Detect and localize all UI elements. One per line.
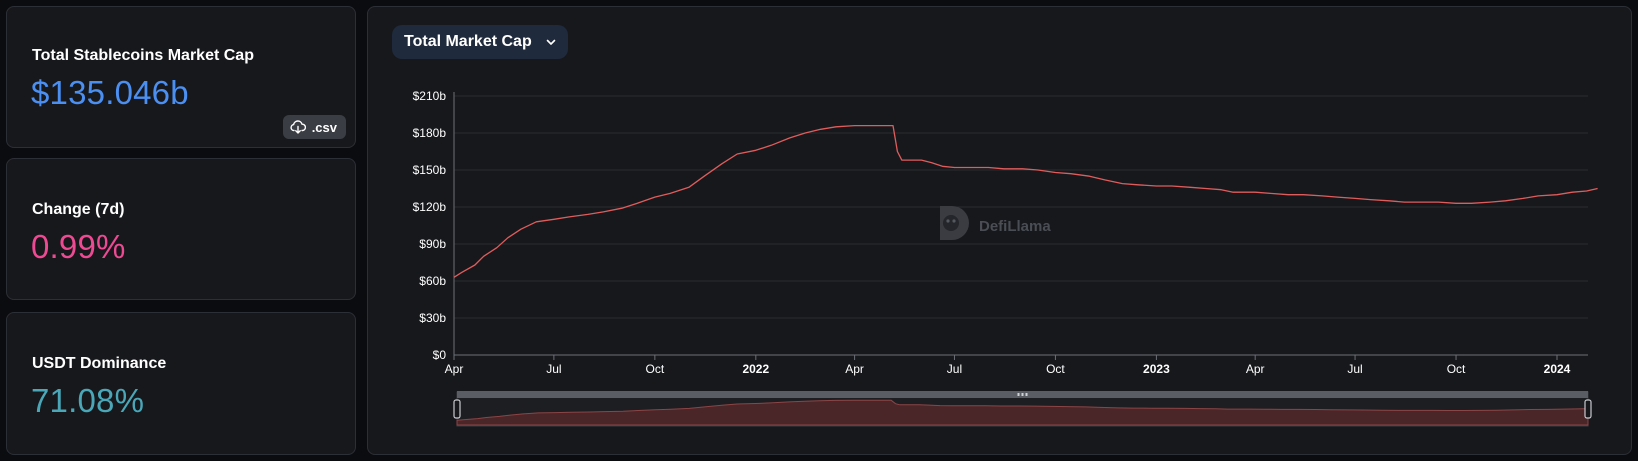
chart-type-dropdown[interactable]: Total Market Cap [392,25,568,59]
chevron-down-icon [546,39,556,45]
download-csv-button[interactable]: .csv [282,115,346,139]
cloud-download-icon [290,120,306,134]
chart-card: Total Market Cap [367,6,1632,455]
change-label: Change (7d) [32,201,125,218]
dropdown-label: Total Market Cap [404,33,532,50]
dominance-card: USDT Dominance 71.08% [6,312,356,455]
dominance-value: 71.08% [31,382,145,419]
market-cap-card: Total Stablecoins Market Cap $135.046b .… [6,6,356,148]
change-card: Change (7d) 0.99% [6,158,356,300]
csv-label: .csv [311,119,337,135]
dominance-label: USDT Dominance [32,355,167,372]
change-value: 0.99% [31,228,126,265]
market-cap-value: $135.046b [31,74,189,111]
market-cap-label: Total Stablecoins Market Cap [32,47,254,64]
